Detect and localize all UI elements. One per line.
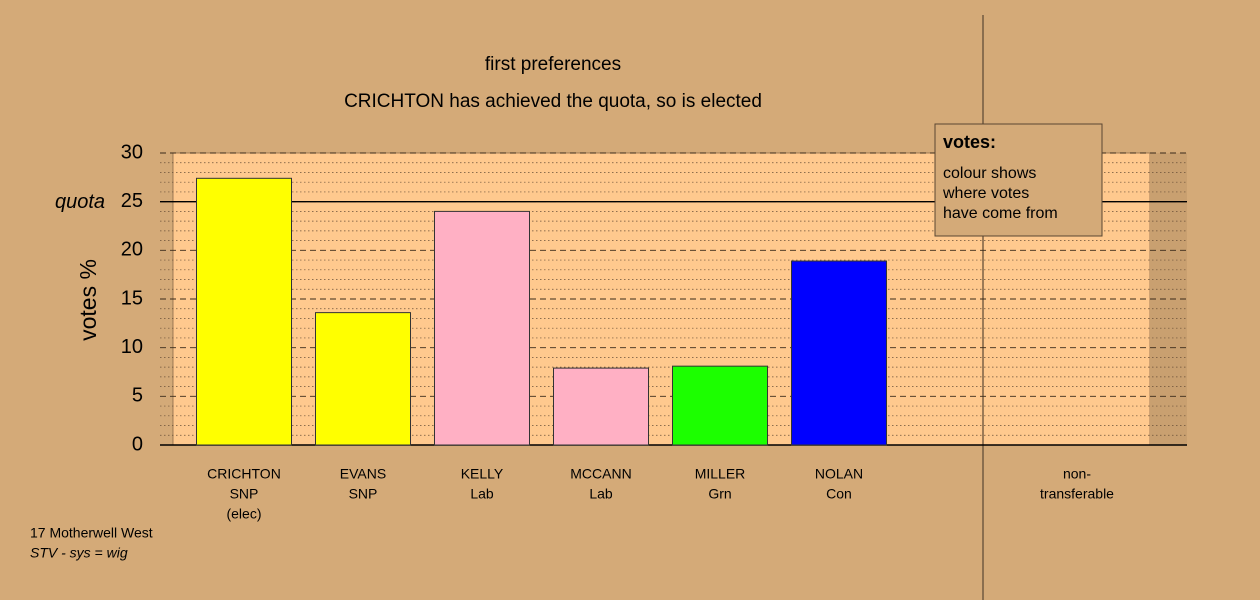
chart-subtitle: CRICHTON has achieved the quota, so is e… — [344, 91, 762, 112]
bar — [791, 260, 887, 446]
bar — [434, 210, 530, 446]
x-tick-label: Lab — [470, 486, 494, 502]
y-tick-label: 10 — [121, 336, 143, 358]
footer-line: STV - sys = wig — [30, 545, 128, 561]
footer-line: 17 Motherwell West — [30, 525, 153, 541]
quota-label: quota — [55, 191, 105, 213]
legend-box — [934, 123, 1103, 237]
y-tick-label: 20 — [121, 239, 143, 261]
bar — [315, 312, 411, 446]
bar — [196, 177, 292, 446]
y-tick-label: 0 — [132, 433, 143, 455]
x-tick-label: MILLER — [695, 466, 746, 482]
y-tick-label: 15 — [121, 287, 143, 309]
x-tick-label: MCCANN — [570, 466, 631, 482]
y-axis-label: votes % — [75, 259, 101, 341]
legend-title: votes: — [943, 132, 996, 152]
x-tick-label: Con — [826, 486, 852, 502]
legend: votes: colour shows where votes have come … — [934, 123, 1103, 237]
y-tick-label: 5 — [132, 385, 143, 407]
legend-text: where votes — [942, 185, 1029, 202]
y-tick-label: 25 — [121, 190, 143, 212]
x-tick-label: NOLAN — [815, 466, 863, 482]
x-tick-label: SNP — [230, 486, 259, 502]
x-tick-label: (elec) — [226, 506, 261, 522]
x-tick-label: KELLY — [461, 466, 504, 482]
chart-title: first preferences — [485, 54, 621, 75]
bar — [553, 367, 649, 446]
x-tick-label: Lab — [589, 486, 613, 502]
legend-text: have come from — [943, 205, 1058, 222]
x-tick-label: EVANS — [340, 466, 386, 482]
x-tick-label: SNP — [349, 486, 378, 502]
x-tick-label: CRICHTON — [207, 466, 281, 482]
bar — [672, 365, 768, 446]
legend-text: colour shows — [943, 165, 1036, 182]
x-tick-label: non- — [1063, 466, 1091, 482]
x-tick-label: transferable — [1040, 486, 1114, 502]
x-tick-label: Grn — [708, 486, 731, 502]
y-tick-label: 30 — [121, 141, 143, 163]
